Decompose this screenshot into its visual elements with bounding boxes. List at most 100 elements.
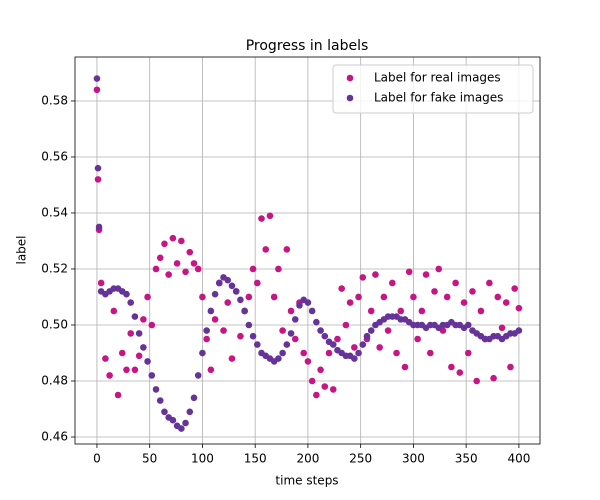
point bbox=[376, 344, 383, 351]
point bbox=[169, 234, 177, 242]
point bbox=[329, 386, 337, 393]
point bbox=[291, 316, 299, 323]
point bbox=[190, 260, 198, 267]
y-tick-label: 0.58 bbox=[41, 93, 68, 107]
point bbox=[199, 349, 206, 357]
point bbox=[228, 282, 236, 290]
point bbox=[473, 377, 481, 385]
point bbox=[275, 355, 282, 362]
point bbox=[131, 366, 139, 374]
point bbox=[245, 293, 253, 301]
point bbox=[228, 355, 236, 362]
point bbox=[190, 394, 198, 402]
point bbox=[224, 276, 232, 284]
point bbox=[511, 285, 518, 292]
point bbox=[194, 372, 202, 379]
point bbox=[359, 341, 367, 348]
point bbox=[397, 307, 405, 315]
point bbox=[152, 386, 160, 393]
point bbox=[283, 341, 291, 348]
point bbox=[351, 344, 358, 351]
point bbox=[203, 327, 210, 334]
legend-marker bbox=[346, 74, 354, 82]
point bbox=[140, 316, 147, 323]
point bbox=[486, 279, 493, 287]
point bbox=[203, 335, 210, 343]
point bbox=[304, 299, 312, 306]
x-tick-label: 200 bbox=[296, 452, 319, 466]
point bbox=[94, 176, 102, 183]
point bbox=[97, 279, 105, 287]
point bbox=[178, 237, 185, 245]
point bbox=[211, 316, 219, 323]
y-tick-label: 0.48 bbox=[41, 373, 68, 387]
point bbox=[249, 332, 257, 340]
point bbox=[287, 307, 295, 315]
point bbox=[241, 307, 248, 315]
x-tick-label: 0 bbox=[93, 452, 101, 466]
y-tick-label: 0.52 bbox=[41, 261, 68, 275]
point bbox=[237, 296, 244, 304]
point bbox=[367, 307, 375, 315]
point bbox=[93, 75, 101, 82]
point bbox=[102, 355, 109, 362]
point bbox=[329, 341, 337, 348]
point bbox=[389, 279, 396, 287]
point bbox=[232, 288, 240, 295]
point bbox=[156, 397, 164, 404]
point bbox=[317, 327, 324, 334]
point bbox=[224, 299, 232, 306]
point bbox=[435, 265, 443, 273]
point bbox=[283, 246, 291, 253]
point bbox=[186, 408, 194, 416]
point bbox=[469, 288, 476, 295]
point bbox=[110, 307, 118, 315]
point bbox=[118, 349, 126, 357]
point bbox=[372, 271, 379, 278]
point bbox=[287, 330, 295, 337]
point bbox=[405, 268, 413, 276]
chart-title: Progress in labels bbox=[246, 38, 369, 54]
legend-box bbox=[332, 64, 534, 114]
point bbox=[460, 299, 468, 306]
point bbox=[249, 265, 257, 273]
point bbox=[266, 212, 274, 220]
point bbox=[182, 268, 189, 276]
point bbox=[498, 324, 506, 332]
point bbox=[169, 416, 177, 424]
point bbox=[279, 327, 286, 334]
point bbox=[152, 265, 160, 273]
point bbox=[300, 349, 308, 357]
point bbox=[426, 349, 434, 357]
point bbox=[144, 358, 151, 365]
point bbox=[156, 254, 164, 262]
point bbox=[220, 327, 227, 334]
point bbox=[401, 363, 409, 371]
y-tick-label: 0.50 bbox=[41, 317, 68, 331]
point bbox=[448, 363, 455, 371]
point bbox=[262, 246, 270, 253]
point bbox=[515, 304, 523, 312]
y-tick-label: 0.54 bbox=[41, 205, 68, 219]
point bbox=[380, 293, 388, 301]
point bbox=[144, 293, 151, 301]
point bbox=[94, 164, 102, 172]
point bbox=[199, 293, 206, 301]
point bbox=[93, 86, 101, 94]
point bbox=[464, 349, 472, 357]
point bbox=[127, 299, 134, 306]
point bbox=[384, 327, 392, 334]
plot-frame bbox=[74, 56, 541, 445]
point bbox=[325, 349, 333, 357]
point bbox=[334, 335, 341, 343]
point bbox=[258, 215, 265, 222]
point bbox=[363, 332, 371, 340]
point bbox=[477, 307, 485, 315]
legend-marker bbox=[346, 94, 354, 102]
point bbox=[211, 290, 219, 298]
point bbox=[507, 363, 514, 371]
point bbox=[317, 366, 324, 374]
point bbox=[502, 299, 510, 306]
point bbox=[148, 372, 156, 379]
point bbox=[321, 383, 329, 390]
